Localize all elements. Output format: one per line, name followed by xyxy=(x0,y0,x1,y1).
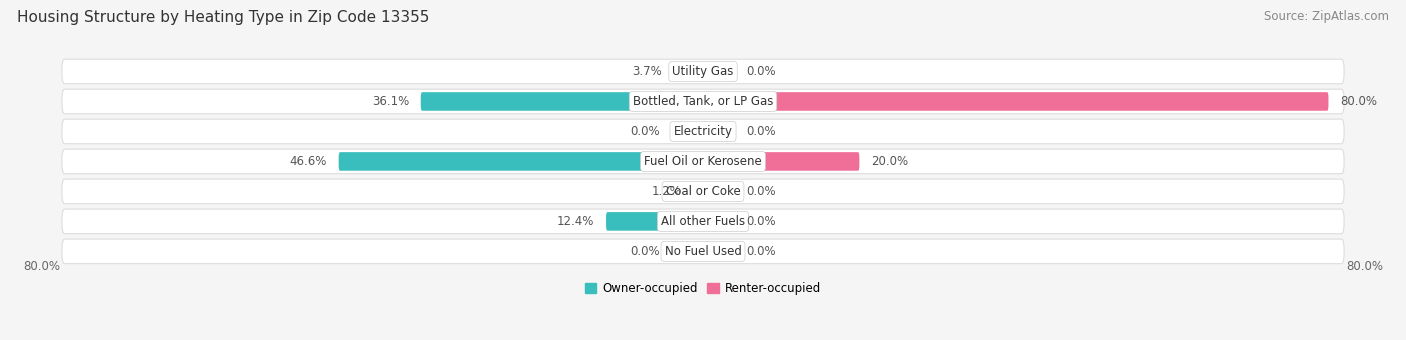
Text: 80.0%: 80.0% xyxy=(22,260,60,273)
Text: 80.0%: 80.0% xyxy=(1346,260,1384,273)
Text: 36.1%: 36.1% xyxy=(371,95,409,108)
Text: No Fuel Used: No Fuel Used xyxy=(665,245,741,258)
FancyBboxPatch shape xyxy=(703,152,859,171)
Text: Utility Gas: Utility Gas xyxy=(672,65,734,78)
Text: 0.0%: 0.0% xyxy=(630,125,659,138)
FancyBboxPatch shape xyxy=(703,212,734,231)
FancyBboxPatch shape xyxy=(672,242,703,261)
Text: 0.0%: 0.0% xyxy=(747,215,776,228)
Text: Electricity: Electricity xyxy=(673,125,733,138)
FancyBboxPatch shape xyxy=(703,242,734,261)
FancyBboxPatch shape xyxy=(693,182,703,201)
Text: Coal or Coke: Coal or Coke xyxy=(665,185,741,198)
Text: Bottled, Tank, or LP Gas: Bottled, Tank, or LP Gas xyxy=(633,95,773,108)
Text: 12.4%: 12.4% xyxy=(557,215,595,228)
Text: Fuel Oil or Kerosene: Fuel Oil or Kerosene xyxy=(644,155,762,168)
FancyBboxPatch shape xyxy=(703,92,1329,111)
FancyBboxPatch shape xyxy=(62,149,1344,174)
Legend: Owner-occupied, Renter-occupied: Owner-occupied, Renter-occupied xyxy=(579,277,827,300)
FancyBboxPatch shape xyxy=(62,119,1344,144)
FancyBboxPatch shape xyxy=(339,152,703,171)
FancyBboxPatch shape xyxy=(673,62,703,81)
Text: 0.0%: 0.0% xyxy=(747,125,776,138)
Text: 80.0%: 80.0% xyxy=(1340,95,1378,108)
Text: 46.6%: 46.6% xyxy=(290,155,328,168)
FancyBboxPatch shape xyxy=(420,92,703,111)
Text: Source: ZipAtlas.com: Source: ZipAtlas.com xyxy=(1264,10,1389,23)
Text: 20.0%: 20.0% xyxy=(872,155,908,168)
Text: 0.0%: 0.0% xyxy=(747,65,776,78)
FancyBboxPatch shape xyxy=(703,62,734,81)
FancyBboxPatch shape xyxy=(62,179,1344,204)
Text: 3.7%: 3.7% xyxy=(633,65,662,78)
Text: All other Fuels: All other Fuels xyxy=(661,215,745,228)
Text: 0.0%: 0.0% xyxy=(630,245,659,258)
Text: 0.0%: 0.0% xyxy=(747,245,776,258)
FancyBboxPatch shape xyxy=(62,59,1344,84)
Text: 0.0%: 0.0% xyxy=(747,185,776,198)
FancyBboxPatch shape xyxy=(672,122,703,141)
FancyBboxPatch shape xyxy=(62,209,1344,234)
FancyBboxPatch shape xyxy=(606,212,703,231)
FancyBboxPatch shape xyxy=(703,182,734,201)
FancyBboxPatch shape xyxy=(62,239,1344,264)
FancyBboxPatch shape xyxy=(62,89,1344,114)
Text: Housing Structure by Heating Type in Zip Code 13355: Housing Structure by Heating Type in Zip… xyxy=(17,10,429,25)
FancyBboxPatch shape xyxy=(703,122,734,141)
Text: 1.2%: 1.2% xyxy=(652,185,682,198)
